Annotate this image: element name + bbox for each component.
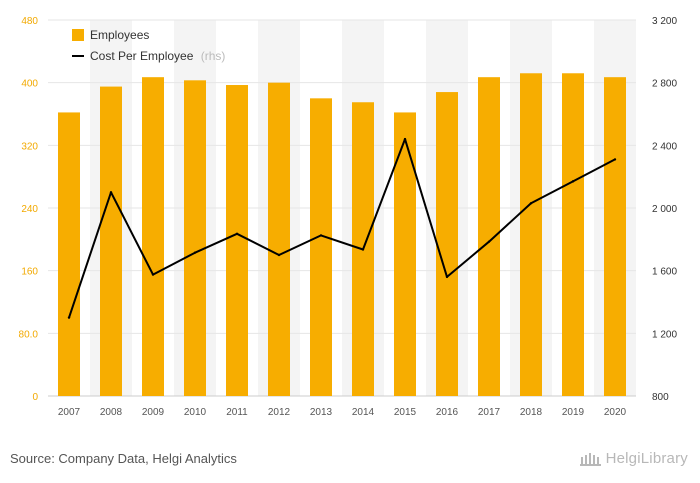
library-icon	[579, 452, 601, 466]
right-axis-ticks: 800 1 200 1 600 2 000 2 400 2 800 3 200	[652, 16, 677, 403]
x-tick-label: 2018	[520, 407, 543, 418]
x-tick-label: 2020	[604, 407, 627, 418]
brand-name: HelgiLibrary	[605, 450, 688, 467]
left-tick-label: 80.0	[19, 329, 39, 340]
right-tick-label: 800	[652, 392, 669, 403]
bar-employees-2013	[310, 98, 332, 396]
x-tick-label: 2008	[100, 407, 123, 418]
bar-employees-2017	[478, 77, 500, 396]
left-tick-label: 480	[21, 16, 38, 27]
line-point-2009	[151, 273, 155, 276]
line-path	[68, 138, 616, 319]
x-tick-label: 2009	[142, 407, 165, 418]
bar-employees-2018	[520, 73, 542, 397]
left-tick-label: 320	[21, 141, 38, 152]
x-tick-label: 2013	[310, 407, 333, 418]
line-point-2010	[193, 251, 197, 254]
bar-employees-2009	[142, 77, 164, 396]
right-tick-label: 1 200	[652, 329, 677, 340]
bar-employees-2010	[184, 80, 206, 397]
x-axis-ticks: 2007 2008 2009 2010 2011 2012 2013 2014 2015 2016…	[58, 407, 627, 418]
x-tick-label: 2010	[184, 407, 207, 418]
x-tick-label: 2007	[58, 407, 81, 418]
bar-employees-2007	[58, 112, 80, 396]
bar-employees-2008	[100, 86, 122, 396]
source-note: Source: Company Data, Helgi Analytics	[10, 451, 237, 466]
left-tick-label: 240	[21, 204, 38, 215]
left-tick-label: 400	[21, 79, 38, 90]
right-tick-label: 1 600	[652, 267, 677, 278]
right-tick-label: 2 800	[652, 79, 677, 90]
line-point-2011	[235, 232, 239, 236]
right-tick-label: 2 400	[652, 141, 677, 152]
bar-employees-2019	[562, 73, 584, 397]
x-tick-label: 2019	[562, 407, 585, 418]
line-point-2015	[403, 137, 407, 141]
x-tick-label: 2014	[352, 407, 375, 418]
bar-employees-2020	[604, 77, 626, 396]
legend-label-employees: Employees	[90, 28, 149, 42]
x-tick-label: 2016	[436, 407, 459, 418]
legend-swatch-employees	[72, 29, 84, 41]
right-tick-label: 3 200	[652, 16, 677, 27]
line-point-2016	[445, 275, 449, 279]
legend-label-cost-per-employee: Cost Per Employee	[90, 49, 194, 63]
line-point-2020	[613, 158, 617, 161]
bar-employees-2015	[394, 112, 416, 396]
left-axis-ticks: 0 80.0 160 240 320 400 480	[19, 16, 39, 403]
legend-label-rhs: (rhs)	[201, 49, 226, 63]
line-point-2017	[487, 240, 491, 243]
bar-employees-2016	[436, 92, 458, 397]
cost-per-employee-line	[67, 137, 617, 319]
line-point-2013	[319, 234, 323, 237]
legend: Employees Cost Per Employee (rhs)	[72, 28, 225, 63]
left-tick-label: 160	[21, 267, 38, 278]
svg-text:Cost Per Employee (rhs): Cost Per Employee (rhs)	[90, 49, 225, 63]
x-tick-label: 2011	[226, 407, 248, 418]
x-tick-label: 2015	[394, 407, 417, 418]
line-point-2018	[529, 202, 533, 205]
x-tick-label: 2012	[268, 407, 291, 418]
line-point-2007	[67, 316, 71, 319]
x-tick-label: 2017	[478, 407, 501, 418]
line-point-2008	[109, 191, 113, 194]
line-point-2012	[277, 253, 281, 257]
bar-employees-2011	[226, 85, 248, 397]
brand-logo: HelgiLibrary	[579, 450, 688, 467]
right-tick-label: 2 000	[652, 204, 677, 215]
left-tick-label: 0	[32, 392, 38, 403]
line-point-2014	[361, 248, 365, 251]
bar-employees-2012	[268, 82, 290, 397]
employees-bars	[58, 73, 626, 397]
line-point-2019	[571, 180, 575, 183]
